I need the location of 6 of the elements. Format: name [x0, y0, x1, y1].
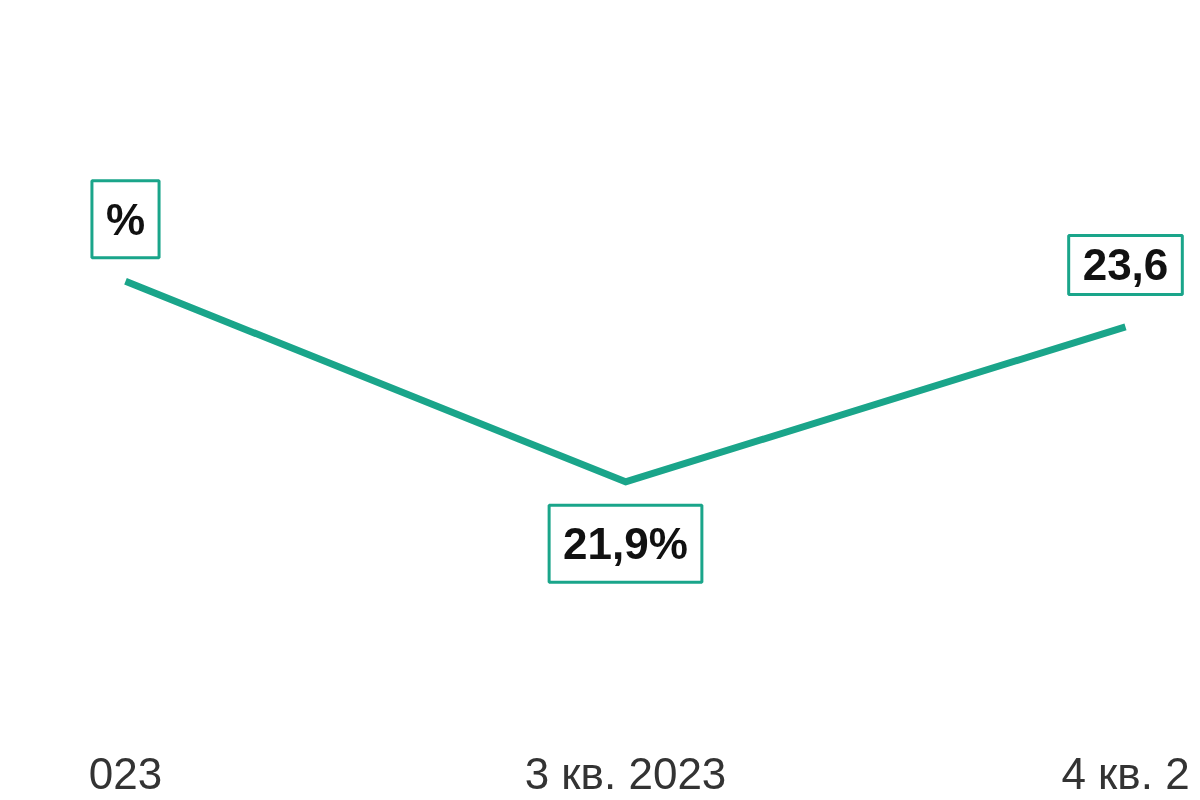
- x-tick-label: 023: [88, 748, 163, 798]
- data-label: 23,6: [1082, 240, 1169, 290]
- data-label: %: [105, 194, 146, 244]
- x-tick-label: 3 кв. 2023: [524, 748, 727, 798]
- data-label: 21,9%: [563, 519, 688, 569]
- x-tick-label: 4 кв. 2: [1061, 748, 1190, 798]
